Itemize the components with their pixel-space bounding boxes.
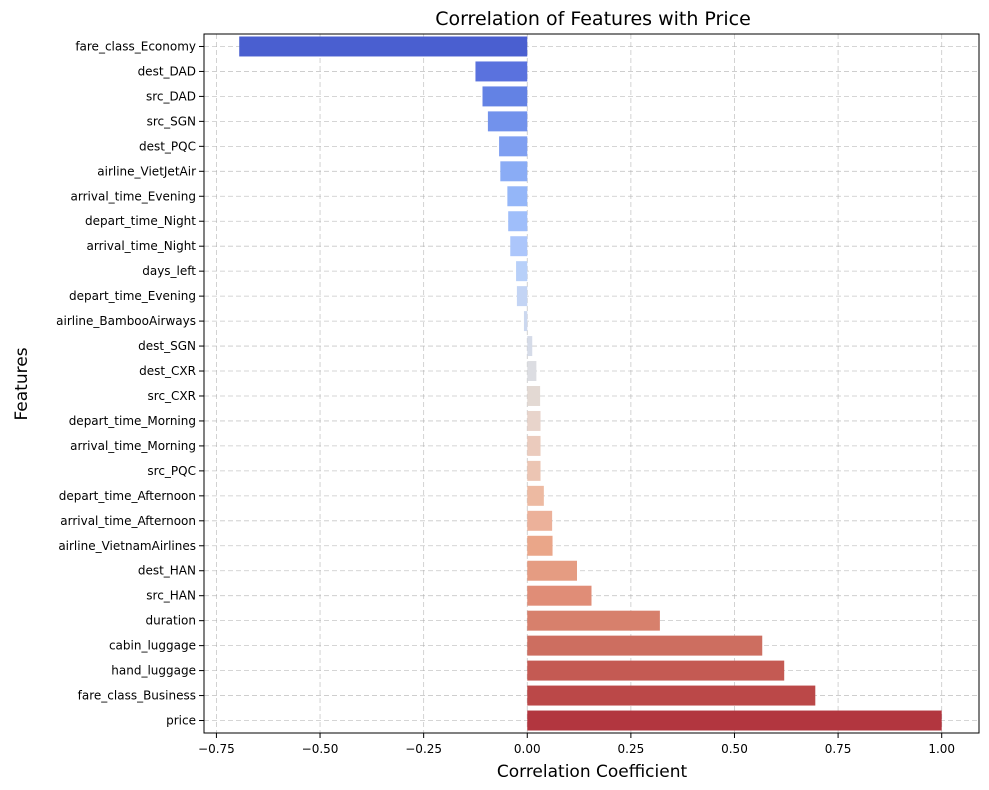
y-tick-label: depart_time_Afternoon — [59, 489, 196, 503]
bar-dest-han — [527, 560, 577, 581]
bar-arrival-time-evening — [507, 186, 528, 207]
y-tick-label: depart_time_Evening — [69, 289, 196, 303]
y-tick-label: arrival_time_Evening — [71, 189, 196, 203]
bar-airline-vietnamairlines — [527, 535, 553, 556]
x-tick-label: 1.00 — [928, 742, 955, 756]
bar-dest-pqc — [499, 136, 528, 157]
bar-fare-class-economy — [239, 36, 528, 57]
bar-depart-time-evening — [516, 286, 528, 307]
y-tick-label: src_CXR — [148, 389, 196, 403]
bar-arrival-time-morning — [527, 435, 541, 456]
bar-cabin-luggage — [527, 635, 763, 656]
bar-dest-sgn — [527, 336, 533, 357]
y-tick-label: fare_class_Business — [78, 689, 196, 703]
y-tick-label: airline_BambooAirways — [56, 314, 196, 328]
x-axis-label: Correlation Coefficient — [497, 762, 688, 782]
x-tick-label: 0.50 — [721, 742, 748, 756]
y-tick-label: src_PQC — [147, 464, 196, 478]
bar-days-left — [516, 261, 528, 282]
bar-airline-bambooairways — [523, 311, 528, 332]
y-tick-label: dest_DAD — [138, 64, 196, 78]
y-tick-label: src_HAN — [146, 589, 196, 603]
y-tick-label: depart_time_Morning — [69, 414, 196, 428]
bar-dest-cxr — [527, 361, 537, 382]
x-tick-label: −0.25 — [405, 742, 442, 756]
bar-depart-time-morning — [527, 410, 541, 431]
y-tick-label: dest_PQC — [139, 139, 196, 153]
x-tick-label: 0.25 — [618, 742, 645, 756]
bar-fare-class-business — [527, 685, 816, 706]
y-axis-label: Features — [12, 347, 32, 420]
bar-depart-time-night — [508, 211, 528, 232]
x-tick-label: −0.50 — [302, 742, 339, 756]
x-tick-label: 0.75 — [825, 742, 852, 756]
bar-src-sgn — [487, 111, 528, 132]
bar-arrival-time-afternoon — [527, 510, 553, 531]
bar-src-dad — [482, 86, 528, 107]
bar-depart-time-afternoon — [527, 485, 544, 506]
x-tick-label: −0.75 — [198, 742, 235, 756]
chart-title: Correlation of Features with Price — [435, 8, 751, 30]
axis-layer: −0.75 −0.50 −0.25 0.00 0.25 0.50 0.75 1.00 fare_… — [56, 39, 955, 756]
y-tick-label: arrival_time_Morning — [70, 439, 196, 453]
bar-src-cxr — [527, 385, 541, 406]
bar-src-pqc — [527, 460, 541, 481]
y-tick-label: dest_SGN — [138, 339, 196, 353]
bar-hand-luggage — [527, 660, 785, 681]
bar-airline-vietjetair — [500, 161, 528, 182]
y-tick-label: price — [166, 714, 196, 728]
y-tick-label: days_left — [142, 264, 196, 278]
y-tick-label: src_DAD — [146, 89, 196, 103]
bar-duration — [527, 610, 660, 631]
y-tick-label: depart_time_Night — [85, 214, 196, 228]
bar-layer — [239, 36, 942, 731]
y-tick-label: cabin_luggage — [109, 639, 196, 653]
bar-arrival-time-night — [510, 236, 528, 257]
y-tick-label: arrival_time_Night — [87, 239, 197, 253]
y-tick-label: src_SGN — [147, 114, 196, 128]
y-tick-label: fare_class_Economy — [75, 39, 196, 53]
y-tick-label: airline_VietnamAirlines — [58, 539, 196, 553]
y-tick-label: dest_HAN — [138, 564, 196, 578]
plot-frame — [203, 33, 980, 734]
y-tick-label: hand_luggage — [111, 664, 196, 678]
bar-dest-dad — [475, 61, 528, 82]
x-tick-label: 0.00 — [514, 742, 541, 756]
y-tick-label: arrival_time_Afternoon — [60, 514, 196, 528]
y-tick-label: duration — [146, 614, 197, 628]
bar-price — [527, 710, 942, 731]
y-tick-label: dest_CXR — [139, 364, 196, 378]
bar-src-han — [527, 585, 592, 606]
y-tick-label: airline_VietJetAir — [97, 164, 196, 178]
